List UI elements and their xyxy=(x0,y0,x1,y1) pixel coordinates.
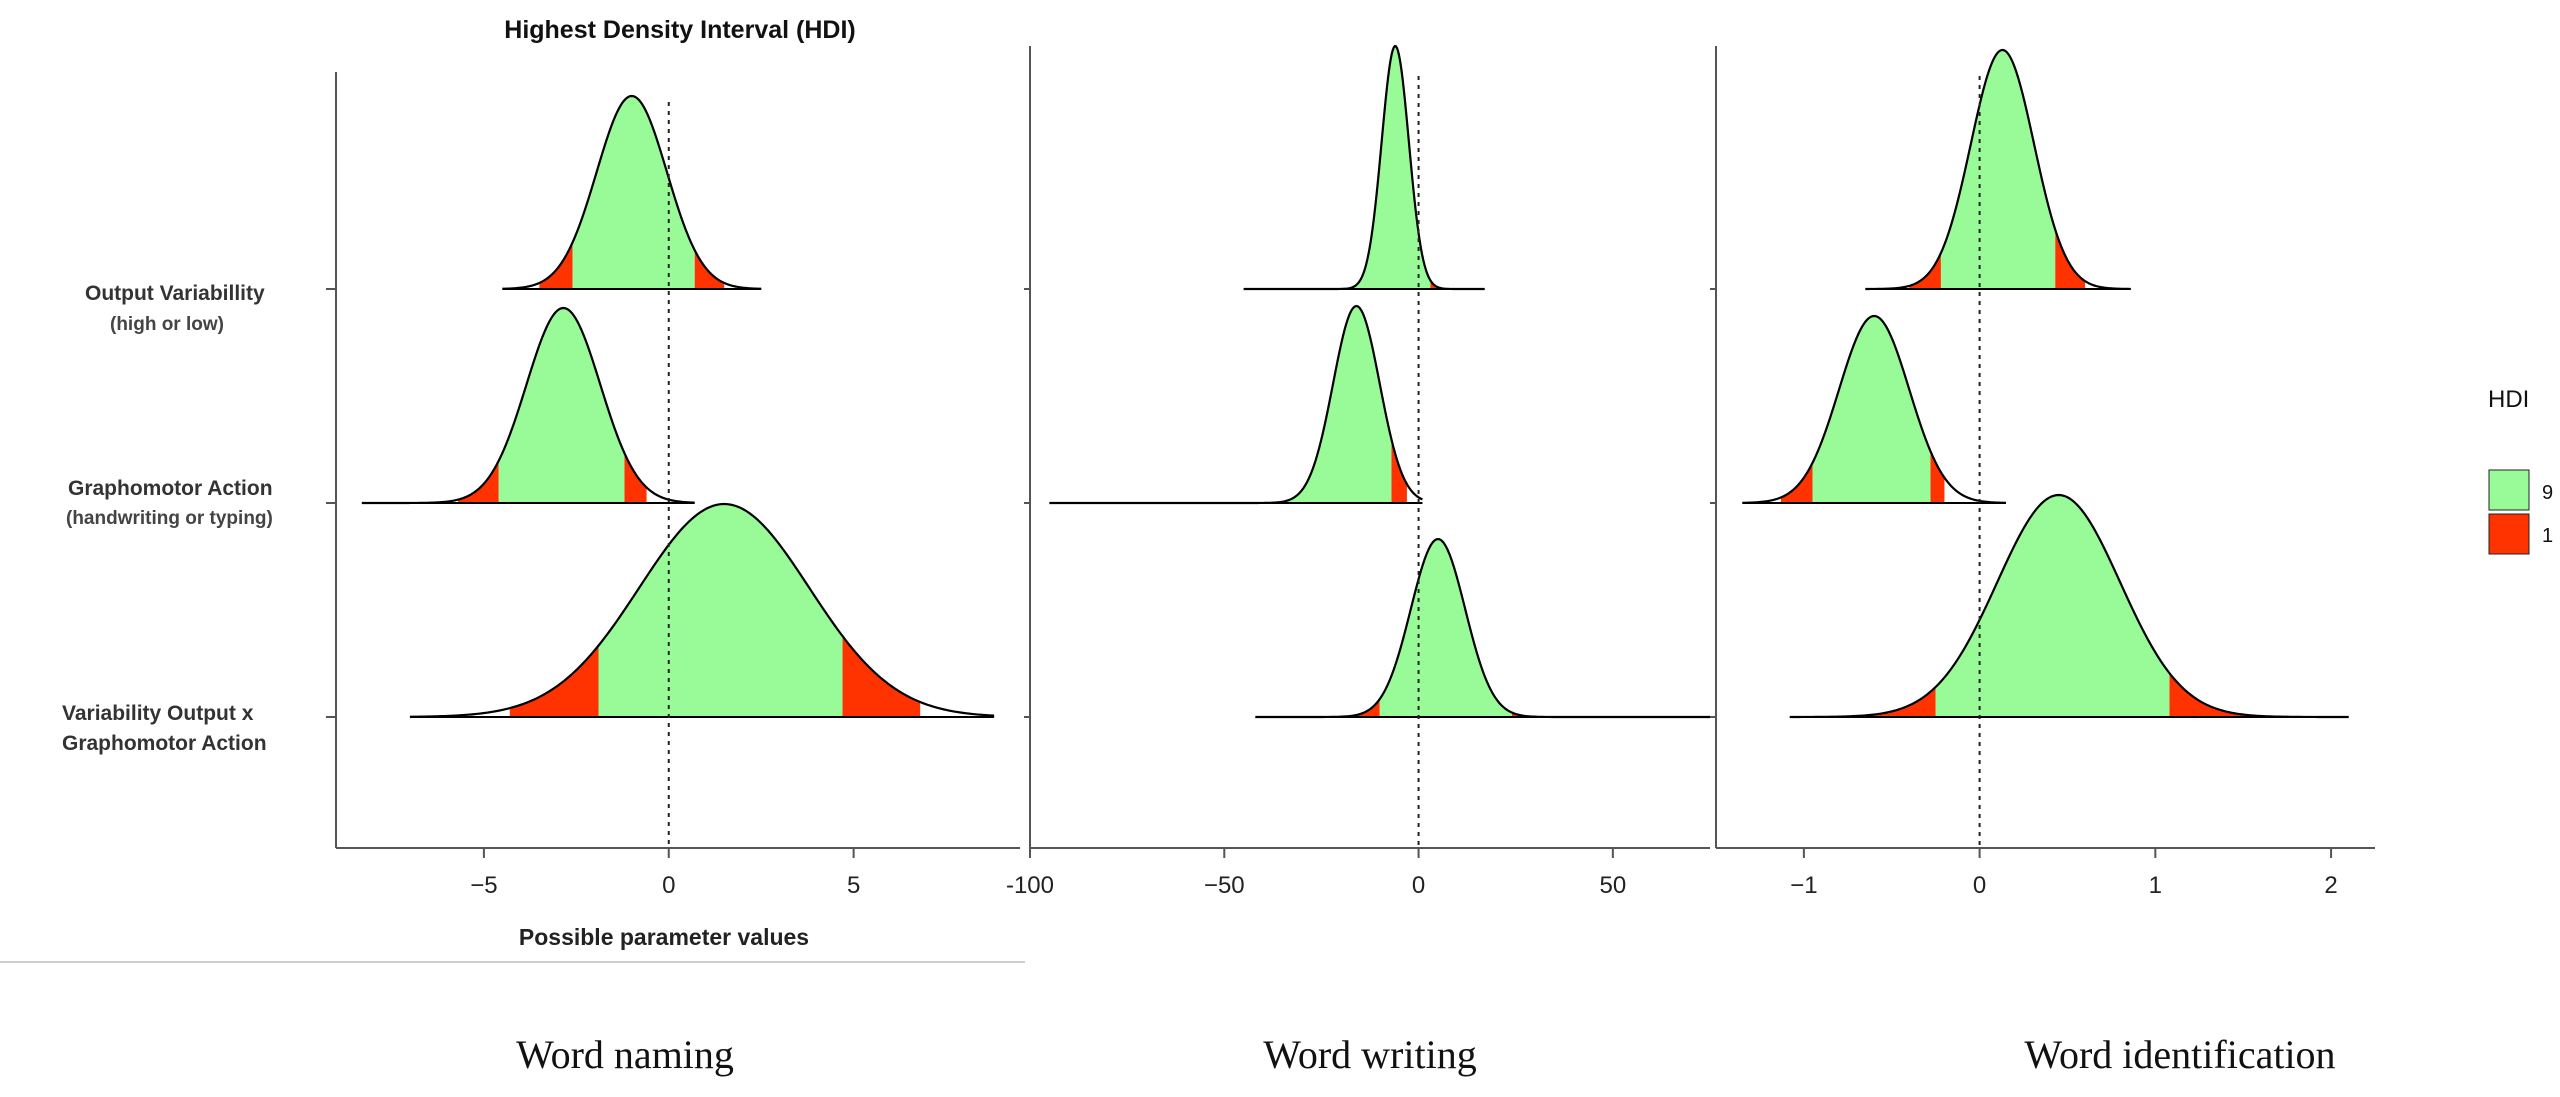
density-outline xyxy=(502,94,762,290)
density-tail-low xyxy=(1863,686,1936,717)
x-tick-label: -100 xyxy=(1006,872,1054,899)
density-tail-low xyxy=(1348,699,1380,717)
density-outline xyxy=(409,502,995,718)
row-label-2-line1: Graphomotor Action xyxy=(68,477,273,500)
density-tail-high xyxy=(2169,673,2249,717)
row-label-1-line2: (high or low) xyxy=(110,314,224,335)
density-tail-high xyxy=(1930,451,1945,503)
x-tick-label: 2 xyxy=(2324,872,2337,899)
legend-title: HDI xyxy=(2488,386,2529,413)
density-hdi-area xyxy=(1282,306,1392,503)
x-tick-label: 0 xyxy=(1973,872,1986,899)
legend: HDI 9 1 xyxy=(2488,386,2553,555)
density-hdi-area xyxy=(598,504,843,717)
row-label-2-line2: (handwriting or typing) xyxy=(66,508,273,529)
x-tick-label: 5 xyxy=(847,872,860,899)
density-hdi-area xyxy=(1935,495,2170,717)
density-tail-low xyxy=(458,460,499,503)
panel-word-writing: -100 −50 0 50 xyxy=(1006,44,1710,899)
panel-word-identification: −1 0 1 2 xyxy=(1710,46,2375,899)
x-tick-label: −50 xyxy=(1204,872,1245,899)
density-tail-low xyxy=(509,645,599,717)
density-outline xyxy=(1865,48,2131,291)
density-outline xyxy=(1243,44,1485,291)
density-hdi-area xyxy=(1812,316,1931,503)
x-tick-label: 1 xyxy=(2149,872,2162,899)
density-hdi-area xyxy=(572,96,695,289)
density-hdi-area xyxy=(1348,46,1431,290)
x-tick-label: 50 xyxy=(1600,872,1627,899)
density-tail-high xyxy=(2055,229,2086,289)
legend-swatch-red xyxy=(2488,513,2530,555)
row-label-3-line1: Variability Output x xyxy=(62,702,254,725)
legend-label-red: 1 xyxy=(2542,525,2553,547)
panel-title-word-identification: Word identification xyxy=(2024,1032,2335,1077)
density-tail-low xyxy=(539,242,573,289)
density-hdi-area xyxy=(498,308,625,503)
density-hdi-area xyxy=(1379,539,1512,717)
row-label-3: Variability Output x Graphomotor Action xyxy=(62,702,267,755)
panel-word-naming: −5 0 5 xyxy=(335,72,1020,899)
legend-swatch-green xyxy=(2488,469,2530,511)
row-label-1: Output Variabillity (high or low) xyxy=(85,282,265,335)
density-hdi-area xyxy=(1940,50,2056,289)
density-outline xyxy=(1742,314,2006,504)
panel-title-word-writing: Word writing xyxy=(1263,1032,1476,1077)
row-label-3-line2: Graphomotor Action xyxy=(62,732,267,755)
row-label-2: Graphomotor Action (handwriting or typin… xyxy=(66,477,273,529)
x-axis-label: Possible parameter values xyxy=(519,924,809,950)
row-label-1-line1: Output Variabillity xyxy=(85,282,265,305)
x-tick-label: 0 xyxy=(1412,872,1425,899)
figure-title: Highest Density Interval (HDI) xyxy=(504,16,855,44)
x-tick-label: −5 xyxy=(470,872,497,899)
density-outline xyxy=(1789,493,2349,719)
density-tail-high xyxy=(694,250,725,289)
density-tail-low xyxy=(1909,252,1941,289)
x-tick-label: −1 xyxy=(1790,872,1817,899)
panel-title-word-naming: Word naming xyxy=(516,1032,734,1077)
density-tail-low xyxy=(1781,462,1813,503)
density-tail-high xyxy=(842,636,921,717)
x-tick-label: 0 xyxy=(662,872,675,899)
legend-label-green: 9 xyxy=(2542,482,2553,504)
